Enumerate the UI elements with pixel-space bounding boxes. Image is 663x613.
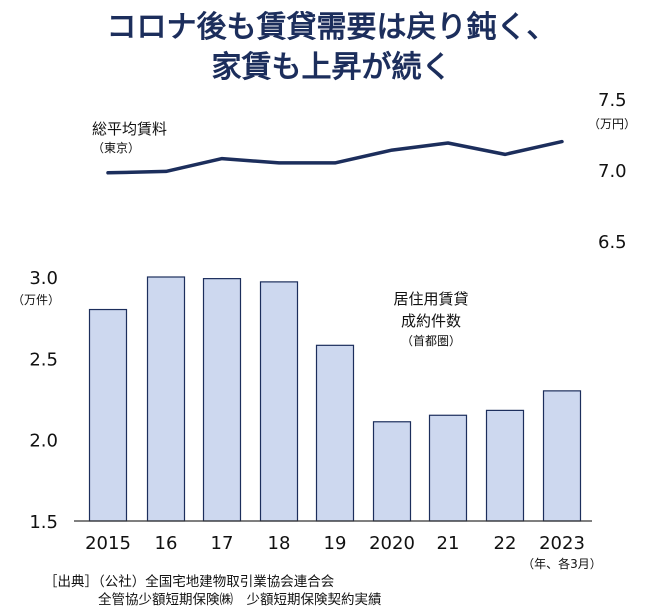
x-axis-note: （年、各3月） — [522, 556, 602, 571]
rent-point-19 — [333, 161, 337, 165]
x-tick-label-22: 22 — [494, 533, 517, 554]
bar-series-subtitle: （首都圏） — [401, 334, 461, 348]
x-tick-label-16: 16 — [155, 533, 178, 554]
contracts-bar-chart: 3.0 2.5 2.0 1.5 （万件） 2015 16 17 18 19 2020 21 22 2023… — [12, 268, 602, 571]
bar-2020 — [372, 421, 412, 522]
line-series-title: 総平均賃料 — [92, 120, 167, 138]
bar-series-title-1: 居住用賃貸 — [393, 290, 468, 308]
rent-line-series — [106, 139, 564, 175]
bar-unit-label: （万件） — [12, 293, 60, 307]
rent-point-17 — [220, 157, 224, 160]
bar-2023 — [542, 390, 582, 522]
bar-series-title-2: 成約件数 — [401, 312, 461, 330]
chart-title-line-2: 家賃も上昇が続く — [211, 50, 452, 85]
x-tick-label-19: 19 — [324, 533, 347, 554]
rent-line-chart: 7.5 7.0 6.5 （万円） 総平均賃料 （東京） — [92, 90, 636, 253]
x-tick-label-2020: 2020 — [369, 533, 415, 554]
bar-2015 — [88, 308, 128, 522]
rent-point-22 — [503, 153, 507, 156]
x-tick-label-18: 18 — [268, 533, 291, 554]
line-y-tick-label: 6.5 — [598, 232, 627, 253]
line-series-subtitle: （東京） — [92, 141, 140, 155]
rent-point-2020 — [390, 148, 394, 152]
source-note-line-2: 全管協少額短期保険㈱ 少額短期保険契約実績 — [98, 592, 382, 608]
line-y-tick-label: 7.5 — [598, 90, 627, 111]
rent-point-18 — [277, 161, 281, 165]
line-unit-label: （万円） — [588, 117, 636, 131]
rent-point-16 — [164, 170, 168, 173]
bar-y-tick-label: 1.5 — [29, 512, 58, 533]
rent-point-2015 — [106, 171, 110, 175]
chart-title-line-1: コロナ後も賃貸需要は戻り鈍く、 — [106, 10, 557, 45]
bar-16 — [146, 276, 186, 522]
bar-y-tick-label: 2.0 — [29, 431, 58, 452]
line-y-tick-label: 7.0 — [598, 161, 627, 182]
rent-point-2023 — [560, 140, 564, 143]
bar-22 — [485, 409, 525, 522]
rent-point-21 — [446, 141, 450, 145]
source-note-line-1: ［出典］（公社）全国宅地建物取引業協会連合会 — [44, 574, 335, 590]
bar-17 — [202, 278, 242, 522]
x-tick-label-21: 21 — [437, 533, 460, 554]
bar-19 — [315, 344, 355, 522]
bar-18 — [259, 281, 299, 522]
bar-y-tick-label: 2.5 — [29, 349, 58, 370]
x-tick-label-2015: 2015 — [85, 533, 131, 554]
x-tick-label-2023: 2023 — [539, 533, 585, 554]
bar-21 — [428, 414, 468, 522]
bar-y-tick-label: 3.0 — [29, 268, 58, 289]
x-tick-label-17: 17 — [211, 533, 234, 554]
